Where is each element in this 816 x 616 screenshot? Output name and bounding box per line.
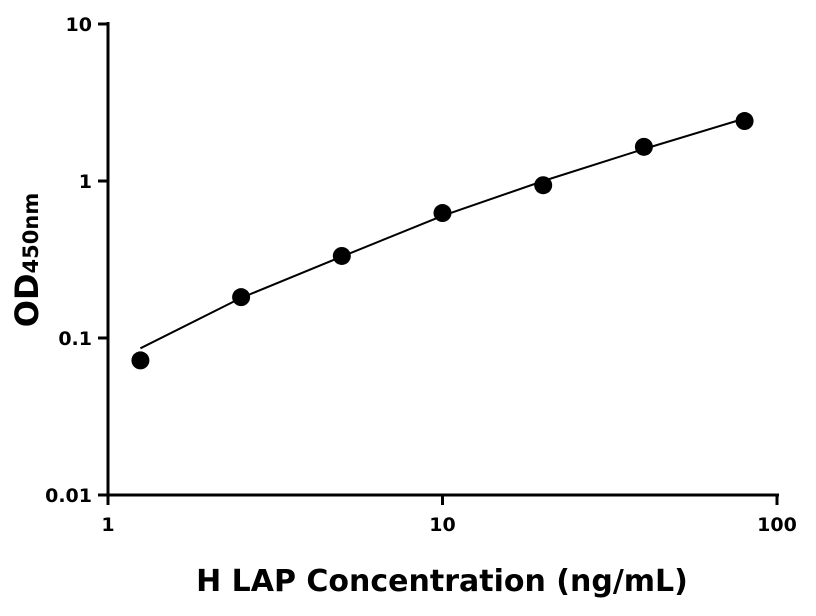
y-tick-label: 0.01: [45, 485, 92, 507]
x-tick-label: 100: [757, 514, 797, 536]
fit-curve: [139, 117, 745, 350]
y-axis-label-main: OD: [8, 273, 46, 327]
y-tick-label: 0.1: [58, 328, 92, 350]
x-tick-label: 1: [101, 514, 114, 536]
y-axis-label: OD450nm: [8, 193, 46, 327]
data-point: [534, 176, 553, 195]
y-tick-label: 10: [66, 14, 92, 36]
data-point: [131, 351, 150, 370]
data-point: [433, 204, 452, 223]
data-point: [332, 246, 351, 265]
y-tick-label: 1: [79, 171, 92, 193]
data-point: [232, 288, 251, 307]
y-axis-label-sub: 450nm: [19, 193, 43, 274]
data-point: [735, 112, 754, 131]
data-point: [634, 137, 653, 156]
x-tick-label: 10: [429, 514, 455, 536]
x-axis-label: H LAP Concentration (ng/mL): [196, 564, 688, 599]
